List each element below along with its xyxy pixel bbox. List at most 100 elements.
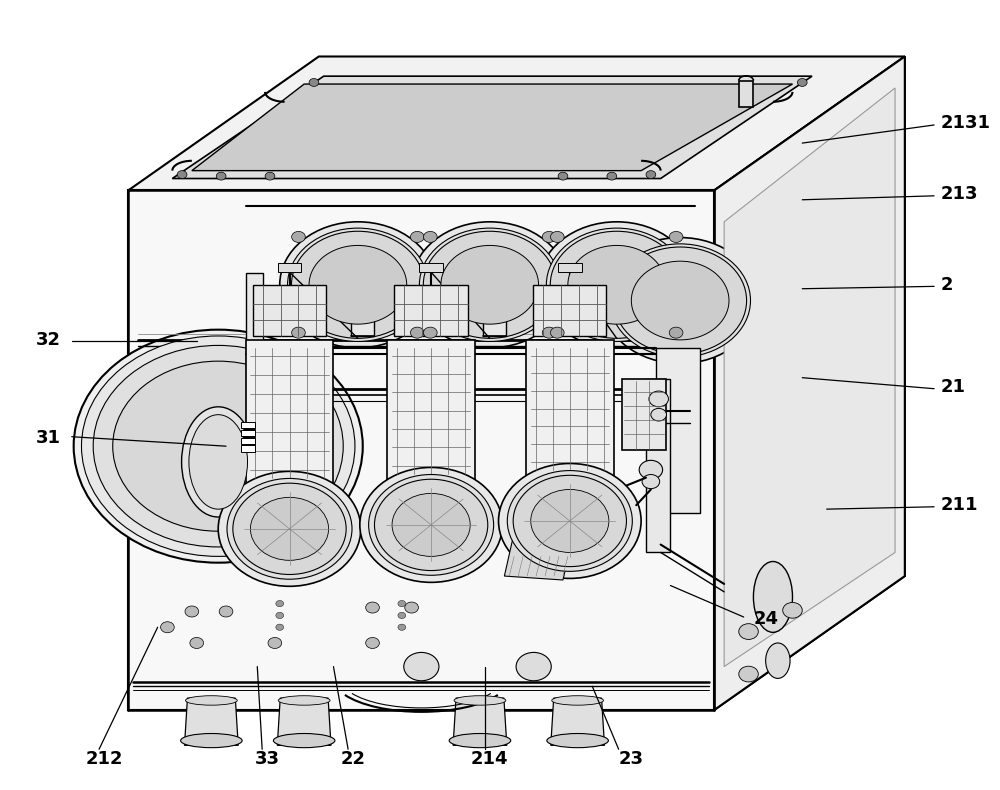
Circle shape xyxy=(250,498,329,560)
Text: 23: 23 xyxy=(619,750,644,768)
Circle shape xyxy=(216,172,226,180)
Circle shape xyxy=(646,171,656,179)
Polygon shape xyxy=(622,379,666,450)
Circle shape xyxy=(797,78,807,86)
Circle shape xyxy=(542,327,556,338)
Text: 211: 211 xyxy=(941,496,978,514)
Text: 32: 32 xyxy=(36,331,61,349)
Polygon shape xyxy=(351,273,374,336)
Text: 213: 213 xyxy=(941,186,978,203)
Circle shape xyxy=(423,327,437,338)
Text: 33: 33 xyxy=(255,750,280,768)
Circle shape xyxy=(610,244,750,357)
Circle shape xyxy=(369,475,494,575)
Circle shape xyxy=(185,606,199,617)
Polygon shape xyxy=(185,698,238,745)
Text: 31: 31 xyxy=(36,429,61,447)
Circle shape xyxy=(507,471,632,571)
Circle shape xyxy=(398,612,406,619)
Circle shape xyxy=(423,231,556,338)
Circle shape xyxy=(602,238,758,363)
Text: 2: 2 xyxy=(941,276,953,294)
Polygon shape xyxy=(192,84,792,171)
Circle shape xyxy=(513,476,626,566)
Circle shape xyxy=(499,464,641,578)
Polygon shape xyxy=(241,422,255,428)
Polygon shape xyxy=(551,698,604,745)
Polygon shape xyxy=(453,698,507,745)
Polygon shape xyxy=(419,263,443,273)
Polygon shape xyxy=(278,263,301,273)
Circle shape xyxy=(177,171,187,179)
Circle shape xyxy=(398,600,406,607)
Circle shape xyxy=(550,231,564,243)
Circle shape xyxy=(398,624,406,630)
Circle shape xyxy=(639,461,663,480)
Polygon shape xyxy=(483,273,506,336)
Circle shape xyxy=(309,246,407,324)
Circle shape xyxy=(81,336,355,556)
Polygon shape xyxy=(246,340,333,486)
Circle shape xyxy=(405,602,418,613)
Circle shape xyxy=(568,246,666,324)
Circle shape xyxy=(550,231,683,338)
Circle shape xyxy=(268,638,282,649)
Circle shape xyxy=(74,329,363,562)
Circle shape xyxy=(366,602,379,613)
Circle shape xyxy=(218,472,361,586)
Circle shape xyxy=(669,231,683,243)
Polygon shape xyxy=(656,348,700,513)
Text: 22: 22 xyxy=(340,750,365,768)
Circle shape xyxy=(233,483,346,574)
Circle shape xyxy=(161,622,174,633)
Circle shape xyxy=(292,327,305,338)
Circle shape xyxy=(288,228,428,341)
Ellipse shape xyxy=(547,733,608,747)
Ellipse shape xyxy=(753,562,792,632)
Text: 212: 212 xyxy=(85,750,123,768)
Circle shape xyxy=(546,228,687,341)
Circle shape xyxy=(113,361,324,531)
Circle shape xyxy=(404,653,439,681)
Circle shape xyxy=(516,653,551,681)
Circle shape xyxy=(558,172,568,180)
Ellipse shape xyxy=(449,733,511,747)
Circle shape xyxy=(539,222,695,348)
Polygon shape xyxy=(558,263,582,273)
Circle shape xyxy=(550,327,564,338)
Polygon shape xyxy=(504,532,573,580)
Polygon shape xyxy=(128,57,905,190)
Polygon shape xyxy=(394,284,468,336)
Circle shape xyxy=(219,606,233,617)
Polygon shape xyxy=(143,202,700,698)
Ellipse shape xyxy=(552,696,604,705)
Polygon shape xyxy=(128,190,714,710)
Circle shape xyxy=(739,623,758,639)
Circle shape xyxy=(360,468,502,582)
Polygon shape xyxy=(241,446,255,452)
Circle shape xyxy=(649,391,668,407)
Circle shape xyxy=(291,231,424,338)
Circle shape xyxy=(280,222,436,348)
Circle shape xyxy=(419,228,560,341)
Circle shape xyxy=(783,603,802,619)
Polygon shape xyxy=(241,438,255,444)
Circle shape xyxy=(651,408,667,421)
Text: 2131: 2131 xyxy=(941,115,991,133)
Circle shape xyxy=(276,600,284,607)
Circle shape xyxy=(410,231,424,243)
Polygon shape xyxy=(714,57,905,710)
Circle shape xyxy=(265,172,275,180)
Circle shape xyxy=(631,261,729,340)
Circle shape xyxy=(542,231,556,243)
Ellipse shape xyxy=(182,407,255,517)
Circle shape xyxy=(374,480,488,570)
Polygon shape xyxy=(253,284,326,336)
Circle shape xyxy=(441,246,539,324)
Ellipse shape xyxy=(766,643,790,679)
Polygon shape xyxy=(387,340,475,482)
Circle shape xyxy=(531,490,609,552)
Circle shape xyxy=(366,638,379,649)
Text: 214: 214 xyxy=(471,750,508,768)
Circle shape xyxy=(423,231,437,243)
